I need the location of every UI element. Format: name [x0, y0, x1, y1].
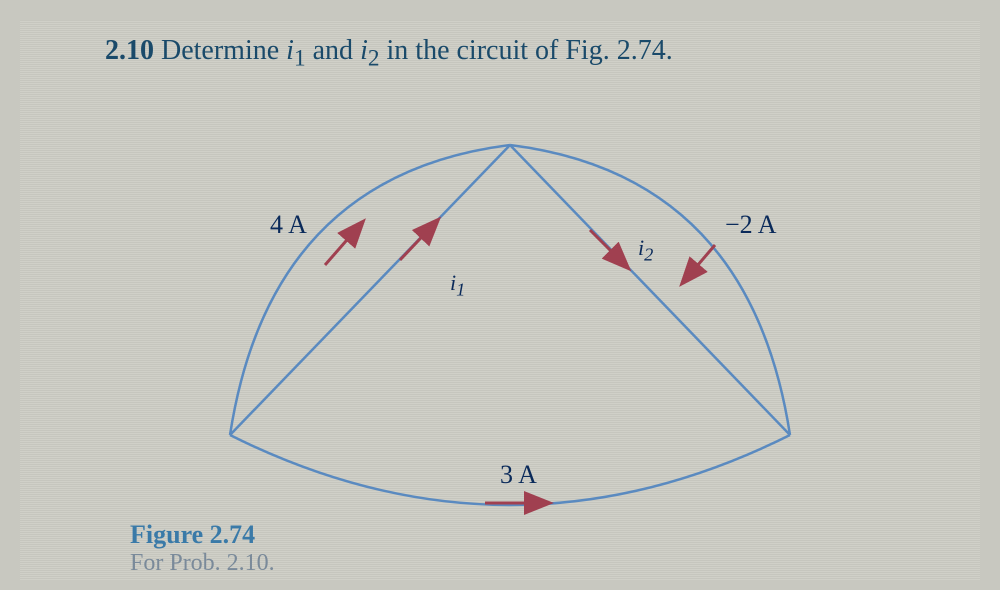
var-i1: i	[286, 35, 294, 66]
label-i1: i1	[450, 270, 465, 300]
problem-number: 2.10	[105, 35, 154, 66]
arrow-4a	[325, 225, 360, 265]
var-i1-sub: 1	[294, 46, 306, 72]
label-3a: 3 A	[500, 460, 537, 490]
label-i1-sub: 1	[456, 279, 465, 299]
paper-texture: 2.10 Determine i1 and i2 in the circuit …	[20, 20, 980, 580]
figure-number: Figure 2.74	[130, 520, 255, 549]
arrow-i1	[400, 223, 435, 260]
figure-subtitle: For Prob. 2.10.	[130, 550, 275, 577]
problem-statement: 2.10 Determine i1 and i2 in the circuit …	[105, 35, 673, 73]
problem-prefix: Determine	[161, 35, 286, 66]
label-i2: i2	[638, 235, 653, 265]
arrow-i2	[590, 230, 625, 265]
wire-i1	[230, 145, 510, 435]
figure-caption: Figure 2.74 For Prob. 2.10.	[130, 520, 275, 577]
wire-i2	[510, 145, 790, 435]
label-i2-sub: 2	[644, 244, 653, 264]
problem-mid: and	[306, 35, 360, 66]
var-i2-sub: 2	[368, 46, 380, 72]
var-i2: i	[360, 35, 368, 66]
arrow-neg2a	[685, 245, 715, 280]
label-4a: 4 A	[270, 210, 307, 240]
problem-suffix: in the circuit of Fig. 2.74.	[380, 35, 673, 66]
circuit-diagram: 4 A −2 A 3 A i1 i2	[190, 115, 830, 515]
label-neg2a: −2 A	[725, 210, 777, 240]
